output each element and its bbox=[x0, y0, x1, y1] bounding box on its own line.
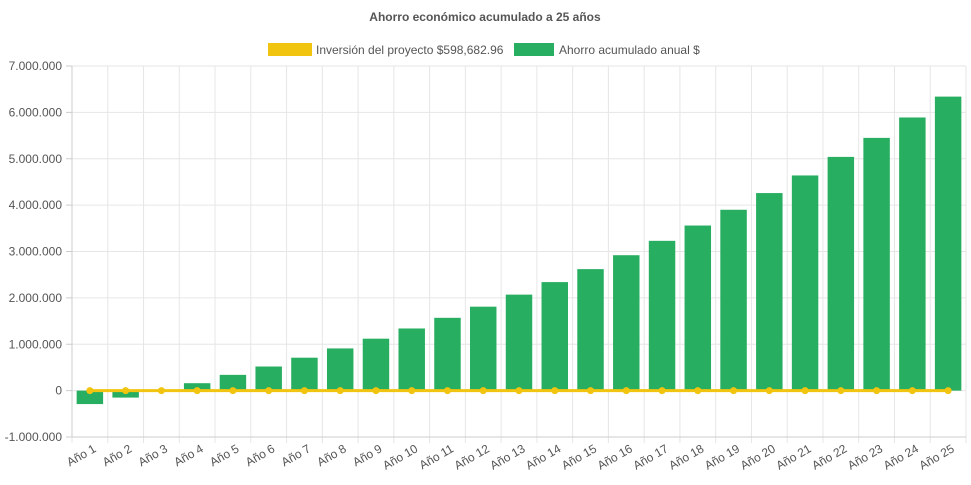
x-tick-label: Año 2 bbox=[100, 441, 134, 469]
x-tick-label: Año 12 bbox=[452, 441, 492, 472]
x-tick-label: Año 17 bbox=[631, 441, 671, 472]
x-tick-label: Año 20 bbox=[738, 441, 778, 472]
point-investment[interactable] bbox=[944, 387, 952, 395]
point-investment[interactable] bbox=[157, 387, 165, 395]
x-axis-ticks: Año 1 Año 2 Año 3 Año 4 Año 5 Año 6 Año 7 Año 8… bbox=[64, 441, 957, 472]
x-tick-label: Año 4 bbox=[172, 441, 206, 469]
y-tick-label: 0 bbox=[55, 384, 62, 398]
x-tick-label: Año 22 bbox=[809, 441, 849, 472]
bar-savings[interactable] bbox=[255, 366, 282, 391]
point-investment[interactable] bbox=[122, 387, 130, 395]
point-investment[interactable] bbox=[765, 387, 773, 395]
bar-savings[interactable] bbox=[362, 338, 390, 391]
point-investment[interactable] bbox=[730, 387, 738, 395]
legend-swatch-investment bbox=[268, 43, 312, 56]
x-tick-label: Año 10 bbox=[380, 441, 420, 472]
x-tick-label: Año 5 bbox=[207, 441, 241, 469]
point-investment[interactable] bbox=[193, 387, 201, 395]
point-investment[interactable] bbox=[551, 387, 559, 395]
bar-savings[interactable] bbox=[756, 193, 783, 391]
point-investment[interactable] bbox=[837, 387, 845, 395]
y-tick-label: -1.000.000 bbox=[5, 430, 63, 444]
y-tick-label: 2.000.000 bbox=[9, 291, 63, 305]
bar-savings[interactable] bbox=[720, 209, 747, 391]
bar-savings[interactable] bbox=[326, 348, 354, 391]
point-investment[interactable] bbox=[908, 387, 916, 395]
bar-savings[interactable] bbox=[934, 96, 962, 391]
bar-savings[interactable] bbox=[791, 175, 819, 391]
bar-savings[interactable] bbox=[648, 240, 676, 391]
x-tick-label: Año 15 bbox=[559, 441, 599, 472]
bar-savings[interactable] bbox=[577, 269, 604, 391]
point-investment[interactable] bbox=[336, 387, 344, 395]
x-tick-label: Año 14 bbox=[523, 441, 563, 472]
point-investment[interactable] bbox=[229, 387, 237, 395]
bar-savings[interactable] bbox=[398, 328, 425, 391]
legend-label-savings: Ahorro acumulado anual $ bbox=[559, 43, 700, 57]
bars-savings bbox=[76, 96, 962, 405]
chart-title: Ahorro económico acumulado a 25 años bbox=[369, 10, 601, 24]
x-tick-label: Año 9 bbox=[350, 441, 384, 469]
y-axis-ticks: 7.000.000 6.000.000 5.000.000 4.000.000 3.00… bbox=[5, 59, 63, 444]
x-tick-label: Año 16 bbox=[595, 441, 635, 472]
point-investment[interactable] bbox=[587, 387, 595, 395]
bar-savings[interactable] bbox=[183, 383, 211, 391]
point-investment[interactable] bbox=[408, 387, 416, 395]
bar-savings[interactable] bbox=[76, 390, 104, 405]
x-tick-label: Año 3 bbox=[136, 441, 170, 469]
y-tick-label: 5.000.000 bbox=[9, 152, 63, 166]
x-tick-label: Año 18 bbox=[666, 441, 706, 472]
point-investment[interactable] bbox=[265, 387, 273, 395]
x-tick-label: Año 21 bbox=[774, 441, 814, 472]
x-tick-label: Año 23 bbox=[845, 441, 885, 472]
point-investment[interactable] bbox=[515, 387, 523, 395]
bar-savings[interactable] bbox=[827, 156, 855, 391]
legend-item-savings[interactable]: Ahorro acumulado anual $ bbox=[514, 43, 700, 57]
legend: Inversión del proyecto $598,682.96 Ahorr… bbox=[268, 43, 700, 57]
point-investment[interactable] bbox=[300, 387, 308, 395]
x-tick-label: Año 19 bbox=[702, 441, 742, 472]
x-tick-label: Año 13 bbox=[488, 441, 528, 472]
bar-savings[interactable] bbox=[541, 282, 568, 391]
y-tick-label: 3.000.000 bbox=[9, 245, 63, 259]
x-tick-label: Año 11 bbox=[417, 441, 456, 472]
y-tick-label: 4.000.000 bbox=[9, 198, 63, 212]
x-tick-label: Año 25 bbox=[917, 441, 957, 472]
point-investment[interactable] bbox=[873, 387, 881, 395]
bar-savings[interactable] bbox=[899, 117, 926, 391]
y-tick-label: 6.000.000 bbox=[9, 105, 63, 119]
bar-savings[interactable] bbox=[434, 317, 461, 391]
x-tick-label: Año 24 bbox=[881, 441, 921, 472]
bar-savings[interactable] bbox=[684, 225, 712, 391]
bar-savings[interactable] bbox=[505, 294, 533, 391]
bar-savings[interactable] bbox=[219, 374, 247, 391]
legend-item-investment[interactable]: Inversión del proyecto $598,682.96 bbox=[268, 43, 504, 57]
y-tick-label: 1.000.000 bbox=[9, 337, 63, 351]
point-investment[interactable] bbox=[658, 387, 666, 395]
x-tick-label: Año 7 bbox=[279, 441, 313, 469]
bar-savings[interactable] bbox=[470, 306, 497, 391]
point-investment[interactable] bbox=[86, 387, 94, 395]
point-investment[interactable] bbox=[622, 387, 630, 395]
x-tick-label: Año 8 bbox=[315, 441, 349, 469]
bar-savings[interactable] bbox=[291, 357, 318, 391]
point-investment[interactable] bbox=[801, 387, 809, 395]
bar-savings[interactable] bbox=[613, 255, 640, 391]
x-tick-label: Año 1 bbox=[64, 441, 98, 469]
point-investment[interactable] bbox=[694, 387, 702, 395]
x-tick-label: Año 6 bbox=[243, 441, 277, 469]
point-investment[interactable] bbox=[443, 387, 451, 395]
point-investment[interactable] bbox=[479, 387, 487, 395]
point-investment[interactable] bbox=[372, 387, 380, 395]
bar-savings[interactable] bbox=[863, 137, 890, 391]
y-tick-label: 7.000.000 bbox=[9, 59, 63, 73]
legend-label-investment: Inversión del proyecto $598,682.96 bbox=[316, 43, 504, 57]
line-investment bbox=[86, 387, 952, 395]
legend-swatch-savings bbox=[514, 43, 554, 56]
